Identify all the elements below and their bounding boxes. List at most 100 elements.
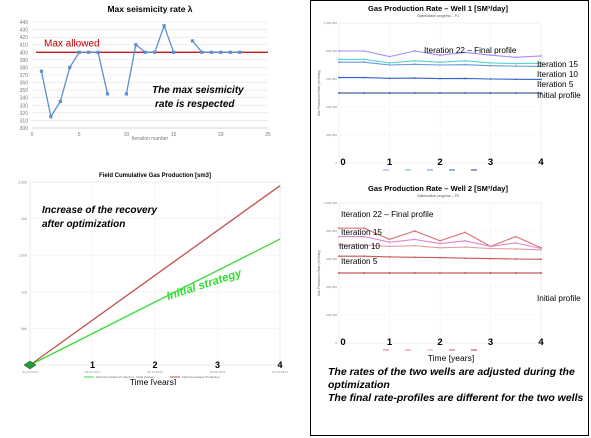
data-point [439,61,441,64]
data-point [413,59,416,62]
x-tick-label: 1 [387,157,393,168]
data-point [514,258,517,260]
data-point [338,255,340,258]
data-point [200,50,204,54]
annotation-line-2: after optimization [42,219,125,230]
x-tick-sublabel: 01-01-1973 [210,370,226,374]
x-tick-label: 5 [78,132,81,138]
chart-title: Gas Production Rate – Well 2 [SM³/day] [368,184,508,193]
data-point [338,244,340,246]
data-point [219,50,223,54]
x-axis-label: Time [years] [130,377,176,385]
data-point [413,272,416,274]
x-tick-label: 3 [488,337,493,348]
data-point [413,230,416,232]
x-tick-label: 20 [218,132,224,138]
data-point [514,62,517,65]
series-label: Iteration 10 [339,242,380,251]
data-point [489,62,492,64]
data-point [540,92,542,94]
data-point [514,78,517,81]
data-point [338,235,340,238]
data-point [363,58,366,61]
data-point [413,50,416,52]
data-point [363,272,366,274]
data-point [540,65,542,68]
y-tick-label: 410 [20,43,29,49]
chart-title: Max seismicity rate λ [107,4,192,14]
x-tick-label: 1 [90,360,95,370]
annotation-line-2: rate is respected [155,99,235,110]
data-point [363,255,366,258]
data-point [388,238,391,241]
y-tick-label: 420 [20,35,29,41]
x-tick-label: 0 [31,132,34,138]
caption-line-1: The rates of the two wells are adjusted … [328,366,575,391]
y-tick-label: 600,000 [326,77,337,81]
y-tick-label: 300 [20,126,29,132]
x-tick-sublabel: 01-01-1970 [22,370,38,374]
well-rates-box [310,0,589,436]
data-point [540,258,542,261]
data-point [540,272,542,274]
data-point [363,227,366,230]
chart-subtitle: Optimization progress – P2 [417,194,459,198]
data-point [87,50,91,54]
data-point [540,55,542,57]
data-point [489,245,492,248]
data-point [96,50,100,54]
series-line [29,185,281,366]
y-tick-label: 370 [20,73,29,79]
x-tick-label: 4 [538,337,544,348]
data-point [464,51,467,54]
chart-subtitle: Optimization progress – P1 [417,14,459,18]
series-label: Iteration 22 – Final profile [341,210,434,219]
data-point [134,43,138,47]
y-tick-label: 1,000,000 [324,21,338,25]
data-point [514,92,517,94]
x-tick-label: 4 [538,157,544,168]
y-tick-label: 1,000,000 [324,201,338,205]
data-point [388,256,391,258]
x-tick-sublabel: 01-01-1971 [85,370,101,374]
y-tick-label: 200,000 [326,313,337,317]
data-point [489,257,492,260]
y-tick-label: 2.5e6 [18,181,27,185]
data-point [514,272,517,274]
data-point [540,78,542,81]
data-point [514,235,517,238]
data-point [124,92,128,96]
data-point [238,50,242,54]
data-point [464,257,467,260]
data-point [413,244,416,247]
series-label: Initial profile [537,91,581,100]
x-tick-label: 2 [152,360,157,370]
x-tick-sublabel: 01-01-1972 [147,370,163,374]
data-point [338,61,340,64]
data-point [105,92,110,96]
series-label: Iteration 15 [341,228,382,237]
y-axis-label: Gas Production Rate (sm3/day) [317,70,321,116]
well2-rate-chart: Gas Production Rate – Well 2 [SM³/day]Op… [317,184,581,363]
data-point [464,63,467,66]
cumulative-production-chart: Field Cumulative Gas Production [sm3]05e… [18,173,288,385]
y-tick-label: 1e6 [21,290,27,294]
x-axis-label: Iteration number [132,136,169,140]
y-tick-label: 5e6 [21,327,27,331]
x-tick-label: 25 [265,132,271,138]
initial-strategy-label: Initial strategy [165,267,243,303]
data-point [413,92,416,94]
data-point [464,77,467,80]
data-point [439,64,441,66]
data-point [388,55,391,58]
data-point [413,238,416,241]
data-point [153,50,157,54]
data-point [413,77,416,79]
data-point [439,77,441,80]
y-tick-label: 2e6 [21,217,27,221]
data-point [540,62,542,65]
x-tick-label: 3 [215,360,220,370]
series-label: Initial profile [537,294,581,303]
data-point [540,249,542,251]
data-point [464,231,467,234]
